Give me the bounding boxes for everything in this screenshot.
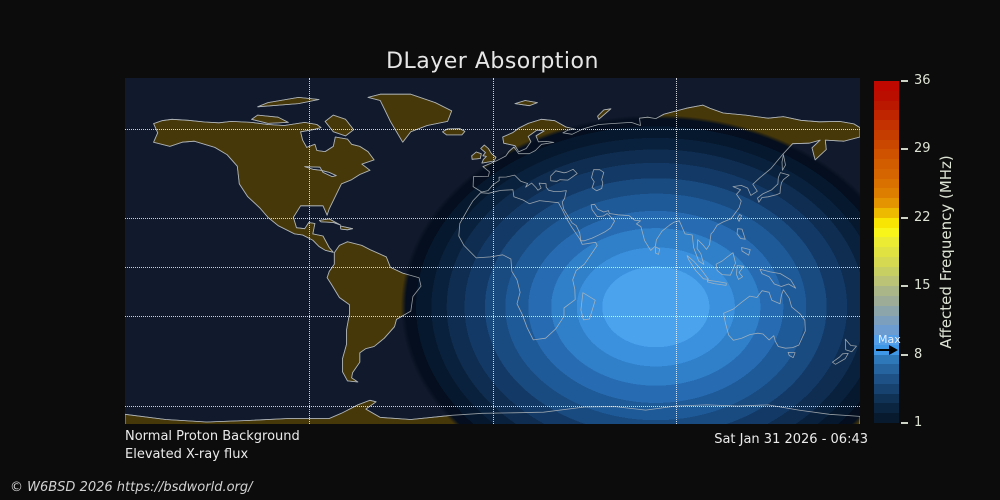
colorbar-segment [874, 325, 899, 336]
proton-status-text: Normal Proton Background [125, 429, 300, 444]
colorbar-segment [874, 208, 899, 219]
colorbar-segment [874, 217, 899, 229]
colorbar-segment [874, 100, 899, 111]
colorbar-tick [901, 80, 908, 82]
colorbar-segment [874, 110, 899, 121]
colorbar-segment [874, 276, 899, 287]
colorbar-segment [874, 129, 899, 141]
colorbar-segment [874, 354, 899, 365]
colorbar-tick-label: 36 [914, 73, 931, 88]
colorbar-segment [874, 159, 899, 170]
longitude-gridline [492, 78, 494, 424]
colorbar-segment [874, 188, 899, 199]
colorbar-segment [874, 364, 899, 375]
colorbar-segment [874, 149, 899, 160]
longitude-gridline [308, 78, 310, 424]
colorbar-segment [874, 168, 899, 180]
colorbar-tick-label: 29 [914, 141, 931, 157]
colorbar-segment [874, 393, 899, 404]
colorbar-segment [874, 227, 899, 238]
colorbar-segment [874, 178, 899, 189]
colorbar-segment [874, 335, 899, 346]
colorbar-segment [874, 81, 899, 92]
colorbar-segment [874, 256, 899, 268]
colorbar-tick-label: 8 [914, 346, 923, 362]
colorbar-tick [901, 216, 908, 219]
colorbar-segment [874, 413, 899, 423]
colorbar: 36 29 22 15 8 1 Max Affected Frequency (MHz) [874, 74, 1000, 430]
colorbar-segment [874, 315, 899, 326]
max-marker-label: Max [878, 333, 901, 346]
colorbar-segment [874, 403, 899, 414]
colorbar-segment [874, 120, 899, 131]
chart-title: DLayer Absorption [386, 49, 599, 74]
longitude-gridline [676, 78, 678, 424]
colorbar-segment [874, 305, 899, 316]
colorbar-tick-label: 22 [914, 209, 931, 225]
xray-status-text: Elevated X-ray flux [125, 447, 249, 462]
colorbar-tick-label: 15 [914, 278, 931, 294]
colorbar-segment [874, 266, 899, 277]
colorbar-tick [901, 353, 908, 356]
colorbar-segment [874, 198, 899, 209]
colorbar-tick-label: 1 [914, 415, 923, 430]
colorbar-tick [901, 422, 908, 424]
colorbar-segment [874, 286, 899, 297]
colorbar-segment [874, 139, 899, 150]
colorbar-segment [874, 383, 899, 395]
map-timestamp: Sat Jan 31 2026 - 06:43 [714, 432, 868, 447]
colorbar-segment [874, 90, 899, 102]
colorbar-axis-label: Affected Frequency (MHz) [937, 155, 955, 349]
colorbar-segment [874, 247, 899, 258]
max-marker-arrow-icon [876, 345, 898, 355]
copyright-credit: © W6BSD 2026 https://bsdworld.org/ [10, 480, 253, 495]
colorbar-scale [874, 81, 899, 423]
world-map [125, 78, 860, 424]
colorbar-segment [874, 374, 899, 385]
colorbar-segment [874, 237, 899, 248]
colorbar-tick [901, 148, 908, 151]
colorbar-tick [901, 285, 908, 288]
colorbar-segment [874, 295, 899, 307]
coastline-layer [125, 93, 860, 424]
